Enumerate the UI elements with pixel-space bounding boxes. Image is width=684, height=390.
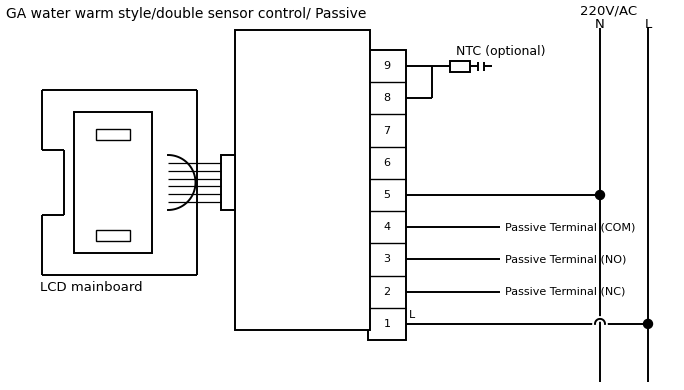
Text: 4: 4: [384, 222, 391, 232]
Text: 9: 9: [384, 61, 391, 71]
Text: N: N: [595, 18, 605, 31]
Text: L: L: [644, 18, 652, 31]
Circle shape: [596, 190, 605, 200]
Text: L: L: [409, 310, 415, 320]
Bar: [96, 129, 130, 140]
Text: GA water warm style/double sensor control/ Passive: GA water warm style/double sensor contro…: [6, 7, 367, 21]
Text: 6: 6: [384, 158, 391, 168]
Text: Passive Terminal (NC): Passive Terminal (NC): [505, 287, 625, 297]
Bar: [235, 30, 370, 330]
Bar: [96, 230, 130, 241]
Text: 5: 5: [384, 190, 391, 200]
Text: Passive Terminal (NO): Passive Terminal (NO): [505, 254, 627, 264]
Text: 8: 8: [384, 93, 391, 103]
Text: 220V/AC: 220V/AC: [580, 4, 637, 17]
Text: LCD mainboard: LCD mainboard: [40, 281, 143, 294]
Text: 7: 7: [384, 126, 391, 136]
Text: 2: 2: [384, 287, 391, 297]
Text: Passive Terminal (COM): Passive Terminal (COM): [505, 222, 635, 232]
Text: NTC (optional): NTC (optional): [456, 45, 546, 58]
Text: 1: 1: [384, 319, 391, 329]
Bar: [74, 112, 152, 253]
Bar: [221, 155, 235, 210]
Circle shape: [644, 319, 653, 328]
Bar: [368, 50, 406, 340]
Bar: [450, 60, 470, 72]
Text: 3: 3: [384, 254, 391, 264]
